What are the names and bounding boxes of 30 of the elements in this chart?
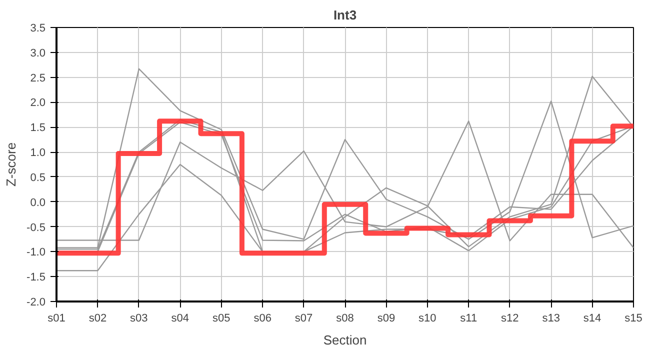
x-tick-label: s03 bbox=[130, 312, 148, 324]
y-tick-label: -2.0 bbox=[26, 296, 46, 308]
y-tick-label: 2.5 bbox=[30, 72, 46, 84]
x-tick-label: s13 bbox=[542, 312, 560, 324]
y-tick-label: -1.5 bbox=[26, 272, 46, 284]
y-tick-label: 3.5 bbox=[30, 22, 46, 34]
x-tick-label: s04 bbox=[171, 312, 190, 324]
x-tick-label: s02 bbox=[88, 312, 107, 324]
y-tick-label: 2.0 bbox=[30, 97, 46, 110]
x-tick-label: s11 bbox=[460, 312, 478, 324]
x-tick-label: s08 bbox=[336, 312, 354, 324]
y-tick-label: -1.0 bbox=[26, 246, 46, 259]
x-axis-title: Section bbox=[323, 332, 367, 348]
y-tick-label: 1.5 bbox=[30, 122, 46, 134]
x-tick-label: s10 bbox=[418, 312, 436, 324]
y-tick-label: 1.0 bbox=[30, 147, 46, 160]
x-tick-label: s05 bbox=[212, 312, 230, 324]
y-tick-label: 0.0 bbox=[30, 196, 46, 209]
x-tick-label: s01 bbox=[48, 312, 66, 324]
x-tick-label: s12 bbox=[500, 312, 519, 324]
x-tick-label: s09 bbox=[377, 312, 396, 324]
x-tick-label: s14 bbox=[583, 312, 602, 324]
x-tick-label: s15 bbox=[624, 312, 642, 324]
y-axis-title: Z-score bbox=[4, 142, 19, 187]
y-tick-label: 0.5 bbox=[30, 172, 46, 184]
x-tick-label: s06 bbox=[254, 312, 272, 324]
y-tick-label: 3.0 bbox=[30, 47, 46, 60]
chart-title: Int3 bbox=[333, 8, 357, 22]
y-tick-label: -0.5 bbox=[26, 222, 46, 234]
x-tick-label: s07 bbox=[294, 312, 313, 324]
